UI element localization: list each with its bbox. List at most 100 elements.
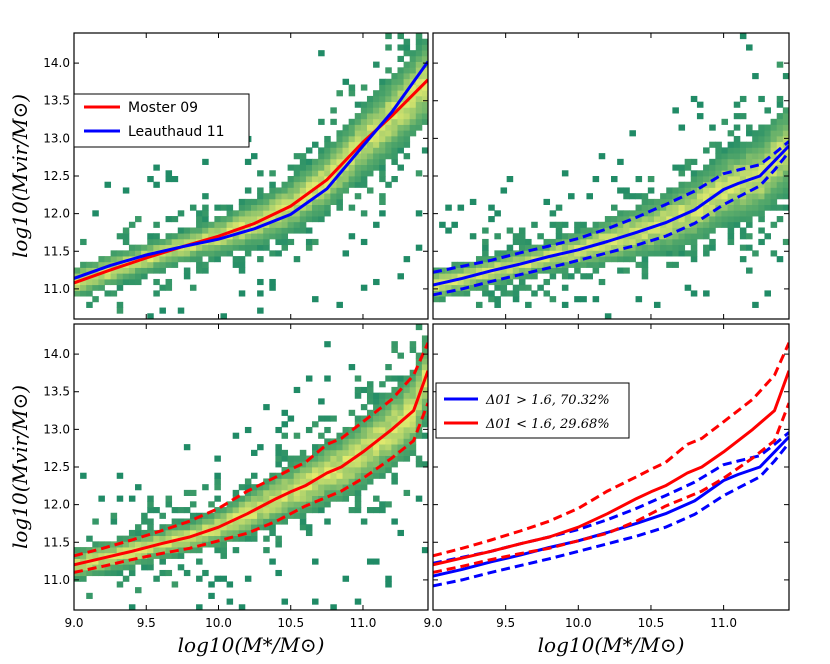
histogram-bin xyxy=(580,250,587,257)
histogram-bin xyxy=(782,170,789,177)
histogram-bin xyxy=(561,301,569,308)
histogram-bin xyxy=(287,221,295,228)
histogram-bin xyxy=(727,221,735,228)
histogram-bin xyxy=(110,267,118,274)
histogram-bin xyxy=(189,238,197,246)
histogram-bin xyxy=(293,472,301,479)
histogram-bin xyxy=(354,444,362,451)
histogram-bin xyxy=(92,284,99,291)
histogram-bin xyxy=(74,290,81,297)
histogram-bin xyxy=(98,256,105,263)
histogram-bin xyxy=(153,221,160,228)
histogram-bin xyxy=(318,478,325,485)
histogram-bin xyxy=(373,404,380,411)
histogram-bin xyxy=(385,141,392,148)
histogram-bin xyxy=(733,204,741,211)
histogram-bin xyxy=(366,187,374,194)
histogram-bin xyxy=(379,455,386,462)
histogram-bin xyxy=(451,290,458,297)
histogram-bin xyxy=(421,147,428,154)
histogram-bin xyxy=(232,518,240,525)
histogram-bin xyxy=(373,495,380,502)
histogram-bin xyxy=(752,250,759,257)
histogram-bin xyxy=(299,176,307,183)
histogram-bin xyxy=(244,512,252,519)
histogram-bin xyxy=(287,495,295,502)
histogram-bin xyxy=(415,375,423,382)
histogram-bin xyxy=(373,118,380,125)
histogram-bin xyxy=(782,118,789,125)
histogram-bin xyxy=(715,170,722,177)
histogram-bin xyxy=(549,221,557,228)
histogram-bin xyxy=(617,221,624,228)
histogram-bin xyxy=(727,141,735,148)
histogram-bin xyxy=(678,170,686,177)
histogram-bin xyxy=(684,204,692,211)
histogram-bin xyxy=(690,181,698,188)
histogram-bin xyxy=(385,392,392,399)
histogram-bin xyxy=(715,153,722,160)
histogram-top-left xyxy=(74,33,428,319)
histogram-bin xyxy=(733,124,741,131)
histogram-bin xyxy=(733,221,741,228)
histogram-bin xyxy=(385,432,392,439)
y-tick-label: 12.5 xyxy=(43,460,70,474)
histogram-bin xyxy=(776,170,784,177)
histogram-bin xyxy=(116,552,124,559)
histogram-bin xyxy=(299,524,307,531)
histogram-bin xyxy=(196,227,203,234)
histogram-bin xyxy=(287,216,295,223)
histogram-bin xyxy=(746,216,753,223)
histogram-bin xyxy=(403,130,411,137)
histogram-bin xyxy=(592,176,600,183)
y-tick-label: 14.0 xyxy=(43,56,70,70)
histogram-bin xyxy=(415,124,423,131)
histogram-bin xyxy=(159,558,166,565)
histogram-bin xyxy=(318,147,325,154)
histogram-bin xyxy=(275,426,282,434)
y-tick-label: 11.0 xyxy=(43,573,70,587)
histogram-bin xyxy=(746,130,753,137)
histogram-bin xyxy=(232,221,240,228)
histogram-bin xyxy=(330,158,337,165)
histogram-bin xyxy=(202,535,209,542)
histogram-bin xyxy=(312,176,319,183)
histogram-bin xyxy=(403,73,411,80)
histogram-bin xyxy=(354,141,362,148)
histogram-bin xyxy=(696,101,704,108)
histogram-bin xyxy=(238,221,246,228)
histogram-bin xyxy=(263,233,270,240)
histogram-bin xyxy=(342,153,350,160)
histogram-bin xyxy=(251,198,258,205)
histogram-bin xyxy=(116,301,124,308)
histogram-bin xyxy=(746,153,753,160)
histogram-bin xyxy=(709,164,716,171)
histogram-bin xyxy=(348,158,356,165)
histogram-bin xyxy=(80,575,87,582)
histogram-bin xyxy=(183,233,191,240)
histogram-bin xyxy=(342,444,350,451)
histogram-bin xyxy=(263,227,270,234)
histogram-bin xyxy=(214,250,221,257)
histogram-bin xyxy=(604,250,612,257)
histogram-bin xyxy=(110,250,118,257)
histogram-bin xyxy=(165,256,173,263)
histogram-bin xyxy=(220,227,227,234)
histogram-bin xyxy=(275,512,282,519)
histogram-bin xyxy=(293,204,301,211)
histogram-bin xyxy=(330,193,337,200)
histogram-bin xyxy=(141,250,148,257)
histogram-bin xyxy=(348,141,356,148)
histogram-bin xyxy=(635,193,643,200)
histogram-bin xyxy=(764,135,771,143)
histogram-bin xyxy=(391,101,398,108)
histogram-bin xyxy=(475,261,483,268)
histogram-bin xyxy=(263,547,270,554)
histogram-bin xyxy=(409,346,417,353)
histogram-bin xyxy=(543,250,551,257)
histogram-bin xyxy=(275,444,282,451)
histogram-bin xyxy=(281,512,289,519)
histogram-bin xyxy=(415,95,423,103)
histogram-bin xyxy=(721,176,729,183)
histogram-bin xyxy=(293,164,301,171)
